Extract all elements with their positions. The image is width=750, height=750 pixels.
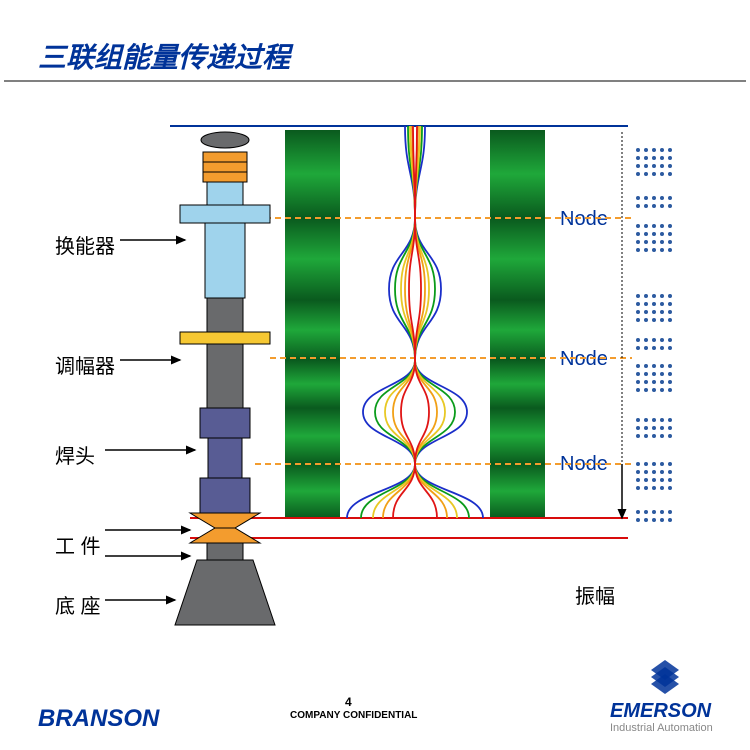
energy-diagram [0, 0, 750, 750]
